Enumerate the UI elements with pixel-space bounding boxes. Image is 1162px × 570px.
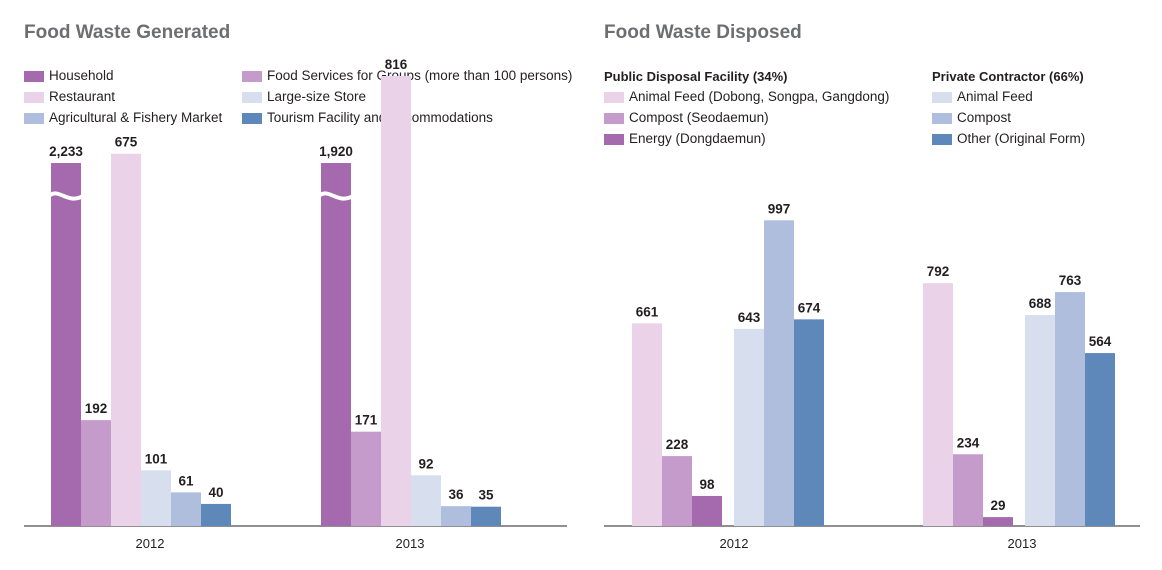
legend-label: Restaurant [49, 89, 116, 104]
data-label: 92 [418, 456, 433, 471]
legend-group-private: Private Contractor (66%) [932, 69, 1084, 84]
x-tick-label: 2012 [136, 536, 165, 551]
bar-household-2012 [51, 163, 81, 526]
legend-swatch [24, 112, 44, 124]
data-label: 792 [927, 264, 950, 279]
x-tick-label: 2013 [396, 536, 425, 551]
bar-food-services-for-groups-more-than-100-persons-2013 [351, 431, 381, 526]
legend-swatch [242, 70, 262, 82]
legend-label: Compost [957, 110, 1012, 125]
data-label: 674 [798, 300, 821, 315]
bar-energy-dongdaemun-2013 [983, 517, 1013, 526]
legend-item-restaurant: Restaurant [24, 88, 115, 106]
data-label: 29 [990, 498, 1005, 513]
data-label: 643 [738, 310, 761, 325]
bar-tourism-facility-and-accommodations-2012 [201, 503, 231, 526]
bar-other-original-form-2013 [1085, 353, 1115, 526]
legend-swatch [932, 112, 952, 124]
chart-title-generated: Food Waste Generated [24, 22, 231, 43]
legend-item-public-animal-feed: Animal Feed (Dobong, Songpa, Gangdong) [604, 88, 889, 106]
data-label: 35 [478, 488, 494, 503]
bar-agricultural-fishery-market-2013 [441, 506, 471, 526]
bar-animal-feed-2012 [734, 328, 764, 526]
bar-animal-feed-dobong-songpa-gangdong-2013 [923, 283, 953, 526]
data-label: 234 [957, 435, 980, 450]
data-label: 564 [1089, 334, 1112, 349]
bar-restaurant-2013 [381, 75, 411, 526]
data-label: 661 [636, 304, 659, 319]
legend-label: Food Services for Groups (more than 100 … [267, 68, 573, 83]
legend-swatch [932, 91, 952, 103]
legend-swatch [24, 91, 44, 103]
bar-compost-2013 [1055, 292, 1085, 526]
bar-energy-dongdaemun-2012 [692, 495, 722, 526]
data-label: 688 [1029, 296, 1052, 311]
legend-swatch [604, 91, 624, 103]
legend-label: Household [49, 68, 114, 83]
axis-break-mark [317, 191, 354, 201]
legend-swatch [242, 112, 262, 124]
legend-label: Compost (Seodaemun) [629, 110, 769, 125]
legend-label: Energy (Dongdaemun) [629, 131, 766, 146]
x-tick-label: 2013 [1008, 536, 1037, 551]
legend-item-agri-market: Agricultural & Fishery Market [24, 109, 222, 127]
bar-large-size-store-2012 [141, 470, 171, 526]
legend-group-public: Public Disposal Facility (34%) [604, 69, 788, 84]
legend-item-private-other: Other (Original Form) [932, 130, 1085, 148]
legend-item-public-compost: Compost (Seodaemun) [604, 109, 769, 127]
legend-swatch [604, 133, 624, 145]
data-label: 171 [355, 413, 378, 428]
data-label: 2,233 [49, 144, 83, 159]
legend-label: Animal Feed [957, 89, 1033, 104]
legend-label: Other (Original Form) [957, 131, 1086, 146]
legend-swatch [24, 70, 44, 82]
x-tick-label: 2012 [720, 536, 749, 551]
data-label: 98 [699, 477, 715, 492]
data-label: 40 [208, 485, 223, 500]
bar-food-services-for-groups-more-than-100-persons-2012 [81, 420, 111, 526]
legend-item-large-store: Large-size Store [242, 88, 366, 106]
data-label: 1,920 [319, 144, 353, 159]
axis-break-mark [47, 191, 84, 201]
data-label: 36 [448, 487, 464, 502]
legend-item-food-services: Food Services for Groups (more than 100 … [242, 67, 572, 85]
legend-swatch [604, 112, 624, 124]
data-label: 228 [666, 437, 689, 452]
bar-tourism-facility-and-accommodations-2013 [471, 506, 501, 526]
data-label: 763 [1059, 273, 1082, 288]
legend-item-household: Household [24, 67, 114, 85]
data-label: 675 [115, 135, 138, 150]
legend-swatch [932, 133, 952, 145]
chart-title-disposed: Food Waste Disposed [604, 22, 802, 43]
bar-compost-seodaemun-2013 [953, 454, 983, 526]
legend-item-public-energy: Energy (Dongdaemun) [604, 130, 766, 148]
data-label: 997 [768, 201, 791, 216]
bar-restaurant-2012 [111, 153, 141, 527]
legend-item-private-animal-feed: Animal Feed [932, 88, 1033, 106]
legend-label: Tourism Facility and Accommodations [267, 110, 493, 125]
legend-label: Animal Feed (Dobong, Songpa, Gangdong) [629, 89, 890, 104]
bar-animal-feed-dobong-songpa-gangdong-2012 [632, 323, 662, 526]
bar-compost-seodaemun-2012 [662, 456, 692, 526]
data-label: 61 [178, 473, 194, 488]
data-label: 192 [85, 401, 108, 416]
bar-large-size-store-2013 [411, 475, 441, 526]
data-label: 101 [145, 451, 168, 466]
legend-item-tourism: Tourism Facility and Accommodations [242, 109, 493, 127]
bar-other-original-form-2012 [794, 319, 824, 526]
legend-swatch [242, 91, 262, 103]
legend-label: Large-size Store [267, 89, 367, 104]
bar-animal-feed-2013 [1025, 315, 1055, 526]
legend-item-private-compost: Compost [932, 109, 1011, 127]
bar-compost-2012 [764, 220, 794, 526]
bar-household-2013 [321, 163, 351, 526]
bar-agricultural-fishery-market-2012 [171, 492, 201, 526]
legend-label: Agricultural & Fishery Market [49, 110, 223, 125]
data-label: 816 [385, 57, 408, 72]
